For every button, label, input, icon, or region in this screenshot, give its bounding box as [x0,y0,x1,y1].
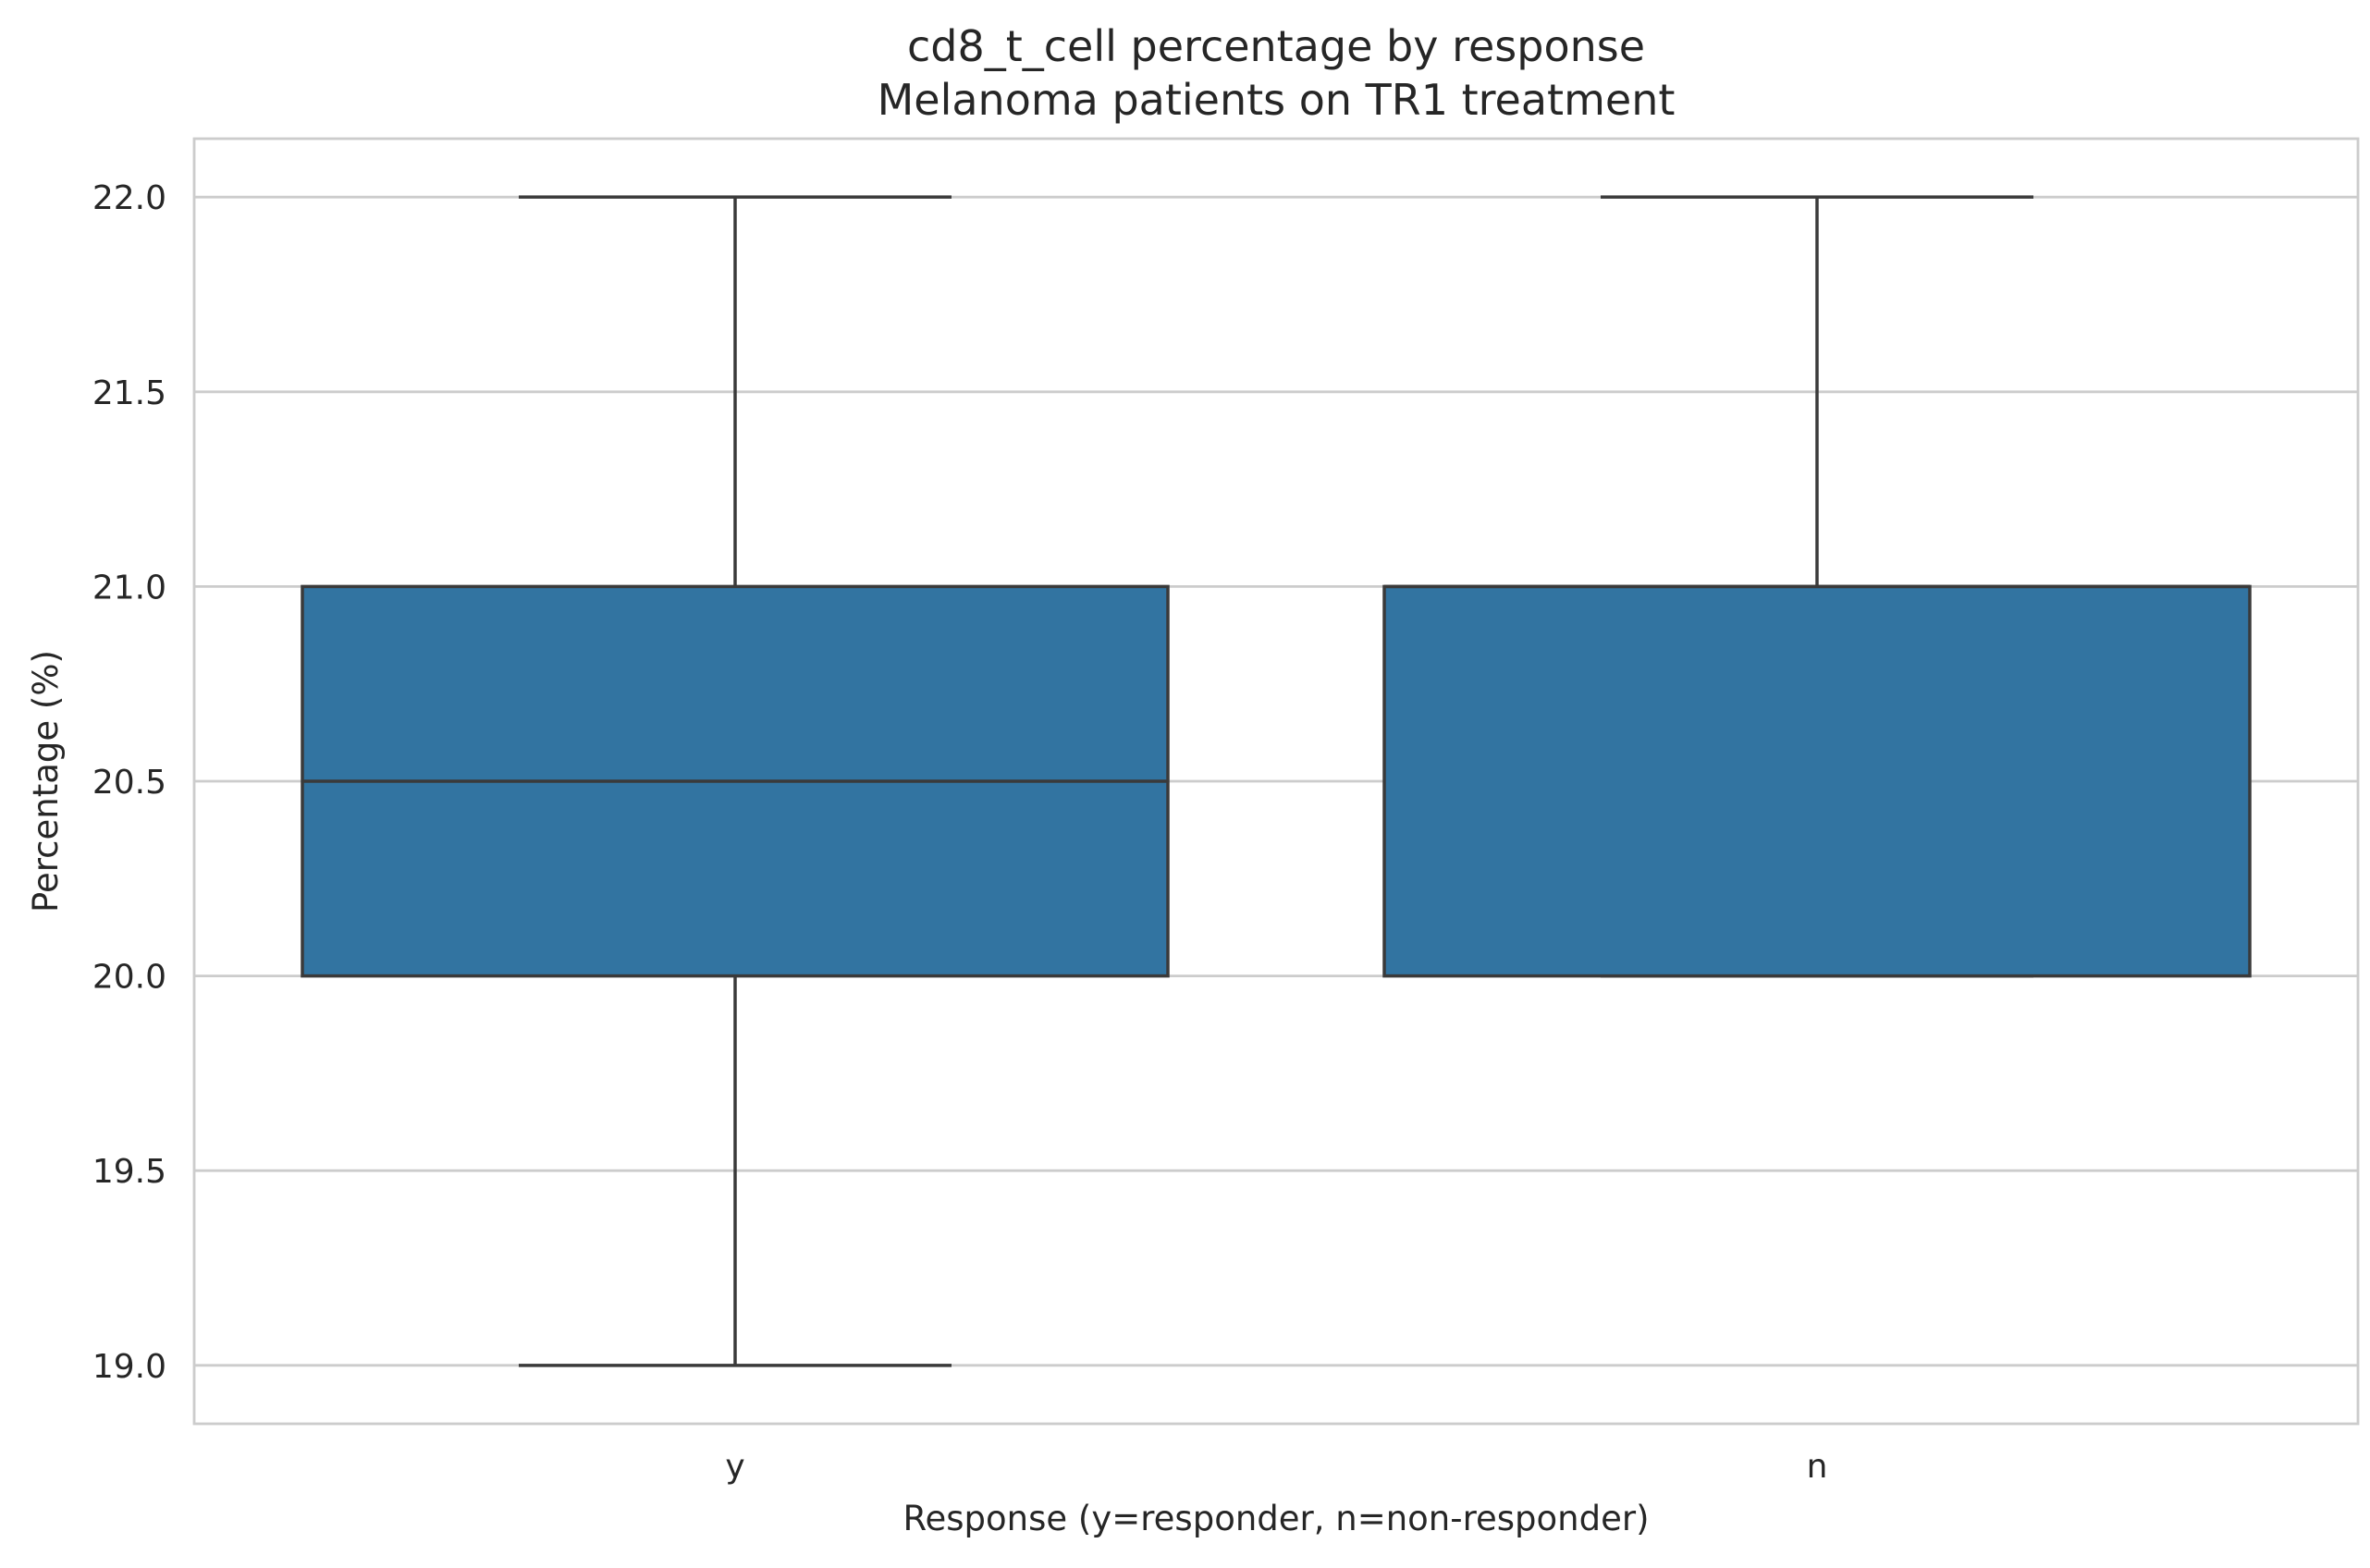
x-axis-label: Response (y=responder, n=non-responder) [903,1499,1649,1538]
y-axis-label: Percentage (%) [26,650,66,913]
y-tick-label: 19.0 [92,1348,166,1386]
chart-subtitle: Melanoma patients on TR1 treatment [878,75,1676,125]
y-tick-label: 20.5 [92,764,166,802]
box-group-n [1382,195,2252,978]
y-tick-label: 19.5 [92,1153,166,1191]
chart-title: cd8_t_cell percentage by response [907,21,1645,71]
y-tick-label: 22.0 [92,179,166,217]
plot-frame [192,137,2360,1426]
y-tick-label: 21.5 [92,374,166,412]
x-tick-label: y [725,1448,744,1486]
box-group-y [301,195,1170,1367]
box-layer [301,195,2252,1367]
y-tick-label: 20.0 [92,959,166,997]
box-iqr [1382,584,2252,978]
y-tick-labels: 19.0 19.5 20.0 20.5 21.0 21.5 22.0 [92,179,166,1386]
y-tick-label: 21.0 [92,569,166,606]
x-tick-label: n [1807,1448,1828,1486]
